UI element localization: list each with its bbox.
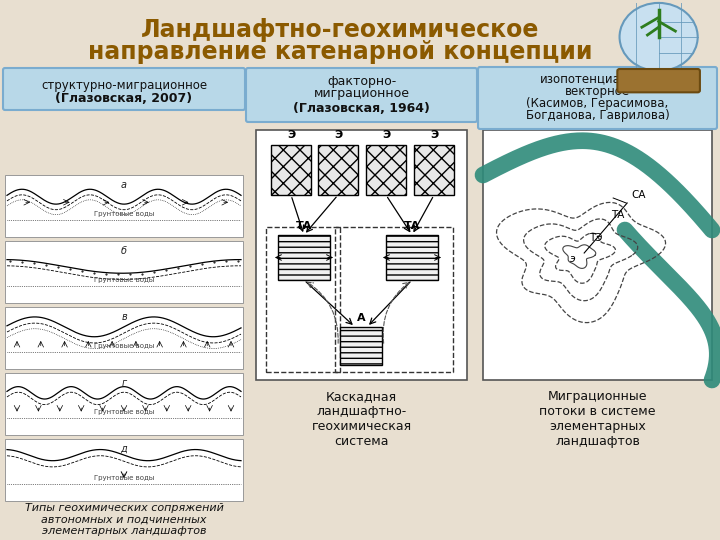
FancyBboxPatch shape [478,67,717,129]
Text: Э: Э [334,130,342,140]
Text: векторное: векторное [565,84,630,98]
Bar [266,227,340,372]
Bar [340,327,382,365]
Text: ТА: ТА [611,210,624,220]
Text: Ландшафтно-геохимическое: Ландшафтно-геохимическое [141,18,539,42]
Bar [335,227,453,372]
Bar [5,175,243,237]
Bar [278,235,330,280]
Text: направление катенарной концепции: направление катенарной концепции [88,40,593,64]
Text: Грунтовые воды: Грунтовые воды [94,276,154,282]
Text: Э: Э [382,130,390,140]
Text: миграционное: миграционное [313,86,410,99]
Text: (Глазовская, 1964): (Глазовская, 1964) [293,102,430,114]
Text: Грунтовые воды: Грунтовые воды [94,211,154,217]
Bar [5,307,243,369]
Text: ТА: ТА [296,221,312,231]
Text: Грунтовые воды: Грунтовые воды [94,409,154,415]
Bar [366,145,406,195]
FancyBboxPatch shape [3,68,245,110]
Text: Типы геохимических сопряжений
автономных и подчиненных
элементарных ландшафтов: Типы геохимических сопряжений автономных… [24,503,223,536]
Text: (Глазовская, 2007): (Глазовская, 2007) [55,91,192,105]
Text: изопотенциально-: изопотенциально- [540,72,655,85]
Bar [256,130,467,380]
Text: А: А [356,313,365,323]
Bar [414,145,454,195]
Bar [5,241,243,303]
Text: СА: СА [631,190,646,200]
Bar [5,373,243,435]
Text: б: б [121,246,127,256]
Text: (Касимов, Герасимова,: (Касимов, Герасимова, [526,97,669,110]
Text: Э: Э [430,130,438,140]
Text: Богданова, Гаврилова): Богданова, Гаврилова) [526,110,670,123]
Bar [5,439,243,501]
Text: г: г [122,378,127,388]
Circle shape [619,3,698,71]
FancyBboxPatch shape [246,68,477,122]
Text: Грунтовые воды: Грунтовые воды [94,475,154,481]
Text: в: в [121,312,127,322]
Text: Миграционные
потоки в системе
элементарных
ландшафтов: Миграционные потоки в системе элементарн… [539,390,656,448]
Bar [483,130,712,380]
Bar [386,235,438,280]
Text: а: а [121,180,127,190]
Text: ТЭ: ТЭ [589,233,603,243]
Text: э: э [570,254,576,264]
Text: Грунтовые воды: Грунтовые воды [94,343,154,349]
Text: ТА: ТА [404,221,420,231]
Text: факторно-: факторно- [327,75,396,87]
FancyBboxPatch shape [617,69,700,92]
Text: д: д [121,444,127,454]
Text: структурно-миграционное: структурно-миграционное [41,78,207,91]
Text: Каскадная
ландшафтно-
геохимическая
система: Каскадная ландшафтно- геохимическая сист… [312,390,412,448]
Bar [318,145,358,195]
Bar [271,145,311,195]
Text: Э: Э [287,130,295,140]
